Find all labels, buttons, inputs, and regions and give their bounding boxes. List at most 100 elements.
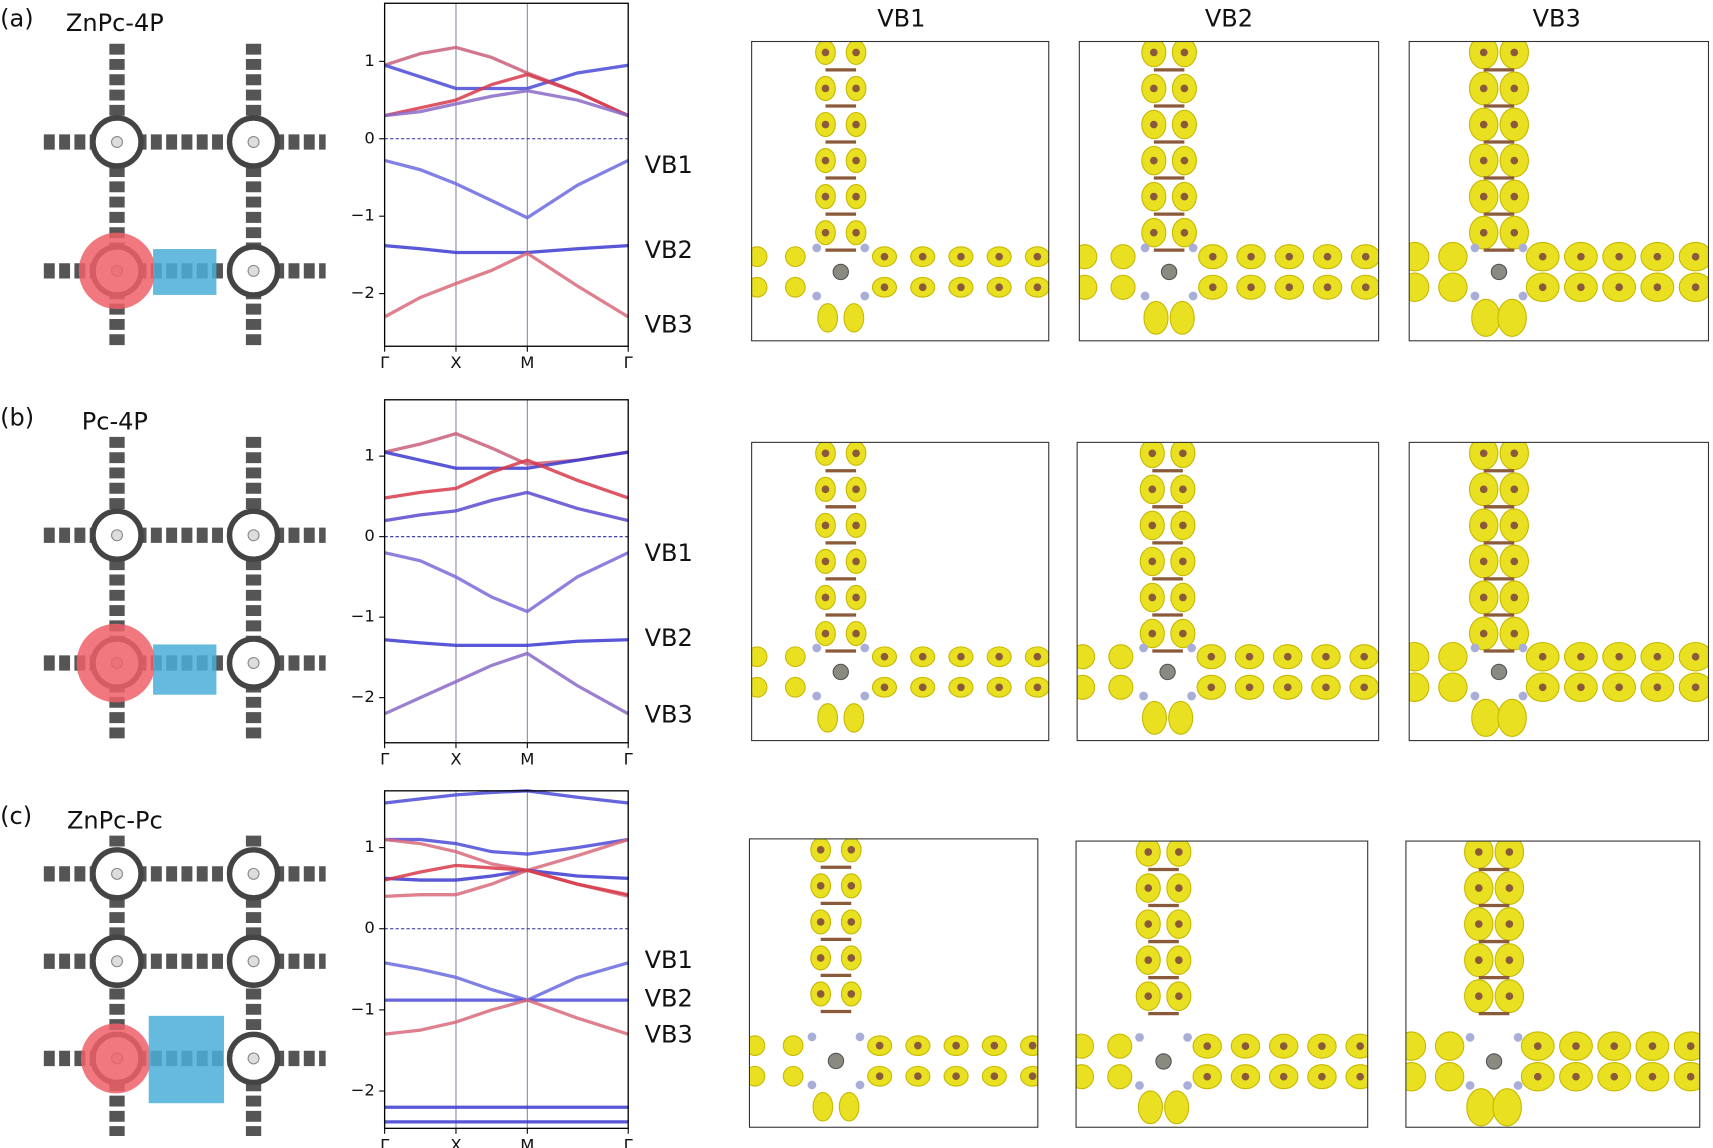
carbon-atom [1179,629,1187,638]
carbon-atom [995,683,1003,692]
nitrogen-atom [812,643,822,653]
carbon-atom [1144,920,1153,928]
density-lobe [784,276,806,298]
charge-density [1075,840,1369,1128]
nitrogen-atom [812,243,822,253]
band [384,72,629,118]
cell-frame [1076,441,1380,742]
carbon-atom [1207,683,1216,692]
carbon-atom [952,1072,960,1081]
carbon-atom [1144,884,1153,892]
carbon-atom [1179,485,1187,494]
metal-atom [832,663,849,681]
cell-frame [1078,40,1380,342]
carbon-atom [1474,992,1483,1000]
density-lobe [749,1035,766,1057]
carbon-atom [1510,449,1519,458]
nitrogen-atom [1139,643,1148,653]
density-lobe [843,303,865,333]
carbon-atom [847,990,856,998]
carbon-atom [1360,652,1369,661]
density-lobe [782,1065,804,1087]
y-tick-label: −2 [351,687,375,706]
carbon-atom [1479,48,1488,57]
y-tick-label: 0 [364,526,374,545]
band [383,251,630,319]
metal-atom [1160,263,1178,281]
band [384,837,629,873]
carbon-atom [821,192,830,201]
band [384,789,629,805]
cell-frame [1405,840,1701,1128]
metal-atom [247,955,260,968]
carbon-atom [1653,652,1662,661]
density-lobe [1110,244,1136,270]
carbon-atom [957,652,965,661]
carbon-atom [1479,120,1488,129]
carbon-atom [1148,485,1157,494]
carbon-atom [1033,252,1042,261]
carbon-atom [1533,1072,1542,1081]
carbon-atom [1245,683,1254,692]
carbon-atom [1510,629,1519,638]
carbon-atom [1505,884,1514,892]
core-highlight [80,1023,151,1094]
nitrogen-atom [1513,1033,1523,1042]
carbon-atom [852,156,860,165]
carbon-atom [1610,1042,1619,1050]
density-content [751,442,1049,733]
cell-frame [1075,840,1369,1128]
carbon-atom [1207,652,1216,661]
nitrogen-atom [807,1032,817,1042]
carbon-atom [1203,1042,1212,1050]
carbon-atom [847,845,856,854]
band-chart: Γ X M Γ −2 −1 0 1 [351,399,634,769]
carbon-atom [1479,629,1488,638]
core-highlight [78,232,156,310]
density-lobe [1137,1090,1163,1125]
carbon-atom [1479,228,1488,237]
density-lobe [1438,272,1468,302]
carbon-atom [1144,848,1153,856]
density-lobe [784,246,806,268]
density-content [1405,841,1700,1127]
band [384,450,629,470]
carbon-atom [880,652,889,661]
carbon-atom [1479,485,1488,494]
carbon-atom [1148,521,1157,530]
carbon-atom [816,845,825,854]
carbon-atom [1149,120,1158,129]
carbon-atom [875,1041,884,1050]
band [384,998,629,1036]
vb-label: VB3 [645,1020,693,1048]
carbon-atom [1285,252,1294,261]
density-lobe [1438,672,1468,703]
carbon-atom [914,1072,922,1081]
nitrogen-atom [1187,691,1196,701]
carbon-atom [1208,252,1217,261]
nitrogen-atom [1465,1033,1475,1042]
carbon-atom [990,1072,999,1081]
carbon-atom [1572,1042,1580,1050]
carbon-atom [1179,449,1187,458]
panel-label: (b) [0,403,34,431]
metal-atom [247,867,260,880]
carbon-atom [816,882,825,890]
carbon-atom [852,120,860,129]
nitrogen-atom [1518,243,1528,253]
density-lobe [1497,698,1527,737]
density-lobe [1405,1031,1427,1061]
carbon-atom [1510,120,1519,129]
band [384,458,629,500]
carbon-atom [821,120,830,129]
carbon-atom [1279,1042,1288,1050]
carbon-atom [875,1072,884,1081]
carbon-atom [1180,48,1189,57]
density-lobe [784,646,806,668]
carbon-atom [852,84,860,93]
cell-frame [751,40,1050,342]
carbon-atom [1285,283,1294,292]
carbon-atom [1279,1072,1288,1081]
carbon-atom [1318,1042,1326,1050]
carbon-atom [918,683,927,692]
